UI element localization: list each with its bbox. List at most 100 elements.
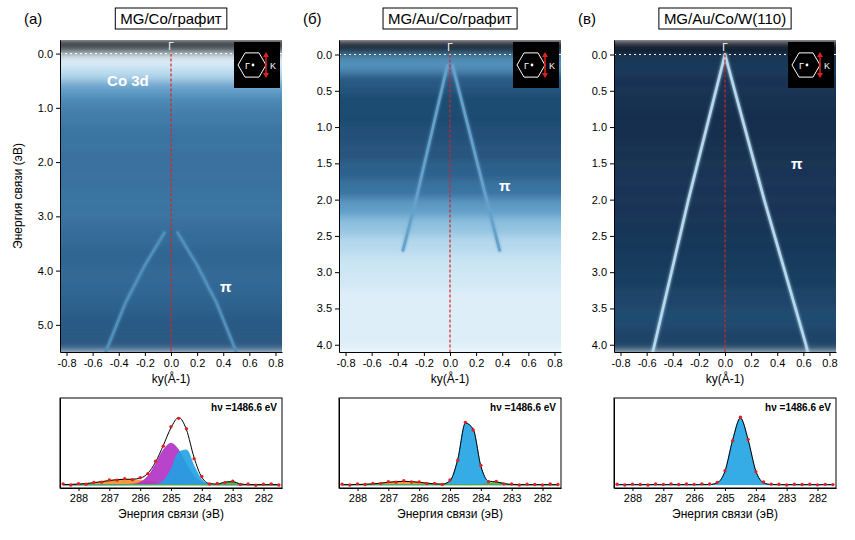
brillouin-zone-inset: ΓK	[788, 42, 834, 88]
tick-mark	[751, 352, 752, 356]
data-point	[518, 483, 521, 486]
tick-label: -0.2	[690, 357, 709, 369]
x-axis: 288287286285284283282	[615, 488, 837, 504]
annotation: Γ	[447, 42, 453, 53]
data-point	[831, 483, 834, 486]
tick-label: 286	[685, 492, 703, 504]
plot-area	[340, 421, 559, 487]
tick-label: 1.5	[317, 157, 332, 169]
tick-label: 0.6	[796, 357, 811, 369]
tick-mark	[673, 352, 674, 356]
data-point	[410, 480, 413, 483]
tick: 288	[70, 488, 88, 504]
data-point	[425, 482, 428, 485]
tick-mark	[777, 352, 778, 356]
y-axis: 0.00.51.01.52.02.53.03.54.0	[592, 41, 615, 353]
intensity-map	[339, 40, 561, 352]
title-box	[659, 8, 791, 29]
tick-mark	[223, 352, 224, 356]
tick: 1.5	[317, 157, 339, 169]
data-point	[162, 444, 165, 447]
tick-label: 288	[349, 492, 367, 504]
gamma-guide	[170, 54, 171, 352]
tick-label: 288	[624, 492, 642, 504]
x-axis: 288287286285284283282	[61, 488, 283, 504]
measured-points	[61, 417, 280, 487]
data-point	[379, 482, 382, 485]
tick-mark	[119, 352, 120, 356]
inset-gamma-point	[531, 64, 534, 67]
x-axis: -0.8-0.6-0.4-0.20.00.20.40.60.8	[337, 352, 563, 369]
x-axis-title: ky(Å-1)	[152, 371, 191, 386]
x-axis: -0.8-0.6-0.4-0.20.00.20.40.60.8	[612, 352, 838, 369]
tick: 286	[410, 488, 428, 504]
tick-mark	[335, 272, 339, 273]
annotations: Γ Co 3d π	[107, 41, 232, 295]
y-axis: 0.00.51.01.52.02.53.03.54.0	[317, 41, 340, 353]
tick-label: 0.4	[770, 357, 785, 369]
data-point	[239, 483, 242, 486]
data-point	[785, 483, 788, 486]
xps-panel: 288287286285284283282Энергия связи (эВ)h…	[339, 398, 562, 521]
data-point	[216, 482, 219, 485]
tick-label: 0.8	[822, 357, 837, 369]
data-point	[123, 477, 126, 480]
fit-component	[63, 450, 279, 485]
data-point	[92, 481, 95, 484]
annotation: Co 3d	[107, 72, 149, 89]
tick-label: 0.2	[469, 357, 484, 369]
tick: 0.2	[744, 352, 759, 369]
tick-mark	[554, 352, 555, 356]
data-point	[387, 480, 390, 483]
data-point	[708, 482, 711, 485]
tick-mark	[335, 200, 339, 201]
tick: 283	[503, 488, 521, 504]
tick-mark	[610, 127, 614, 128]
tick: -0.6	[638, 352, 657, 369]
tick: 285	[716, 488, 734, 504]
tick-label: 3.5	[317, 302, 332, 314]
tick: 0.8	[822, 352, 837, 369]
tick-mark	[335, 55, 339, 56]
data-point	[364, 483, 367, 486]
brillouin-zone-inset: ΓK	[513, 42, 559, 88]
data-point	[556, 483, 559, 486]
intensity-cell	[60, 271, 282, 285]
tick-label: 285	[162, 492, 180, 504]
tick-mark	[56, 216, 60, 217]
tick: 1.0	[592, 121, 614, 133]
photon-energy-label: hν =1486.6 eV	[211, 402, 277, 413]
plot-background	[60, 398, 282, 488]
data-point	[131, 478, 134, 481]
data-point	[340, 482, 343, 485]
tick-mark	[335, 236, 339, 237]
tick-mark	[610, 200, 614, 201]
panel-title: MG/Co/графит	[120, 10, 222, 27]
annotation: Γ	[168, 41, 174, 52]
data-point	[631, 482, 634, 485]
tick: 2.0	[317, 194, 339, 206]
tick: -0.2	[415, 352, 434, 369]
tick-mark	[358, 488, 359, 491]
panel-letter: (б)	[303, 10, 322, 27]
tick: 0.6	[521, 352, 536, 369]
tick-mark	[335, 91, 339, 92]
tick: 1.5	[592, 157, 614, 169]
tick-mark	[756, 488, 757, 491]
tick-label: -0.8	[337, 357, 356, 369]
intensity-map	[60, 40, 282, 352]
tick-mark	[725, 352, 726, 356]
data-point	[146, 472, 149, 475]
annotation: π	[220, 278, 232, 295]
tick-mark	[512, 488, 513, 491]
data-point	[510, 482, 513, 485]
tick-label: 287	[655, 492, 673, 504]
tick-mark	[171, 488, 172, 491]
tick: 3.5	[592, 302, 614, 314]
tick-mark	[56, 271, 60, 272]
tick-label: -0.2	[136, 357, 155, 369]
data-point	[692, 483, 695, 486]
tick: 285	[441, 488, 459, 504]
tick-label: 282	[534, 492, 552, 504]
tick-mark	[610, 55, 614, 56]
